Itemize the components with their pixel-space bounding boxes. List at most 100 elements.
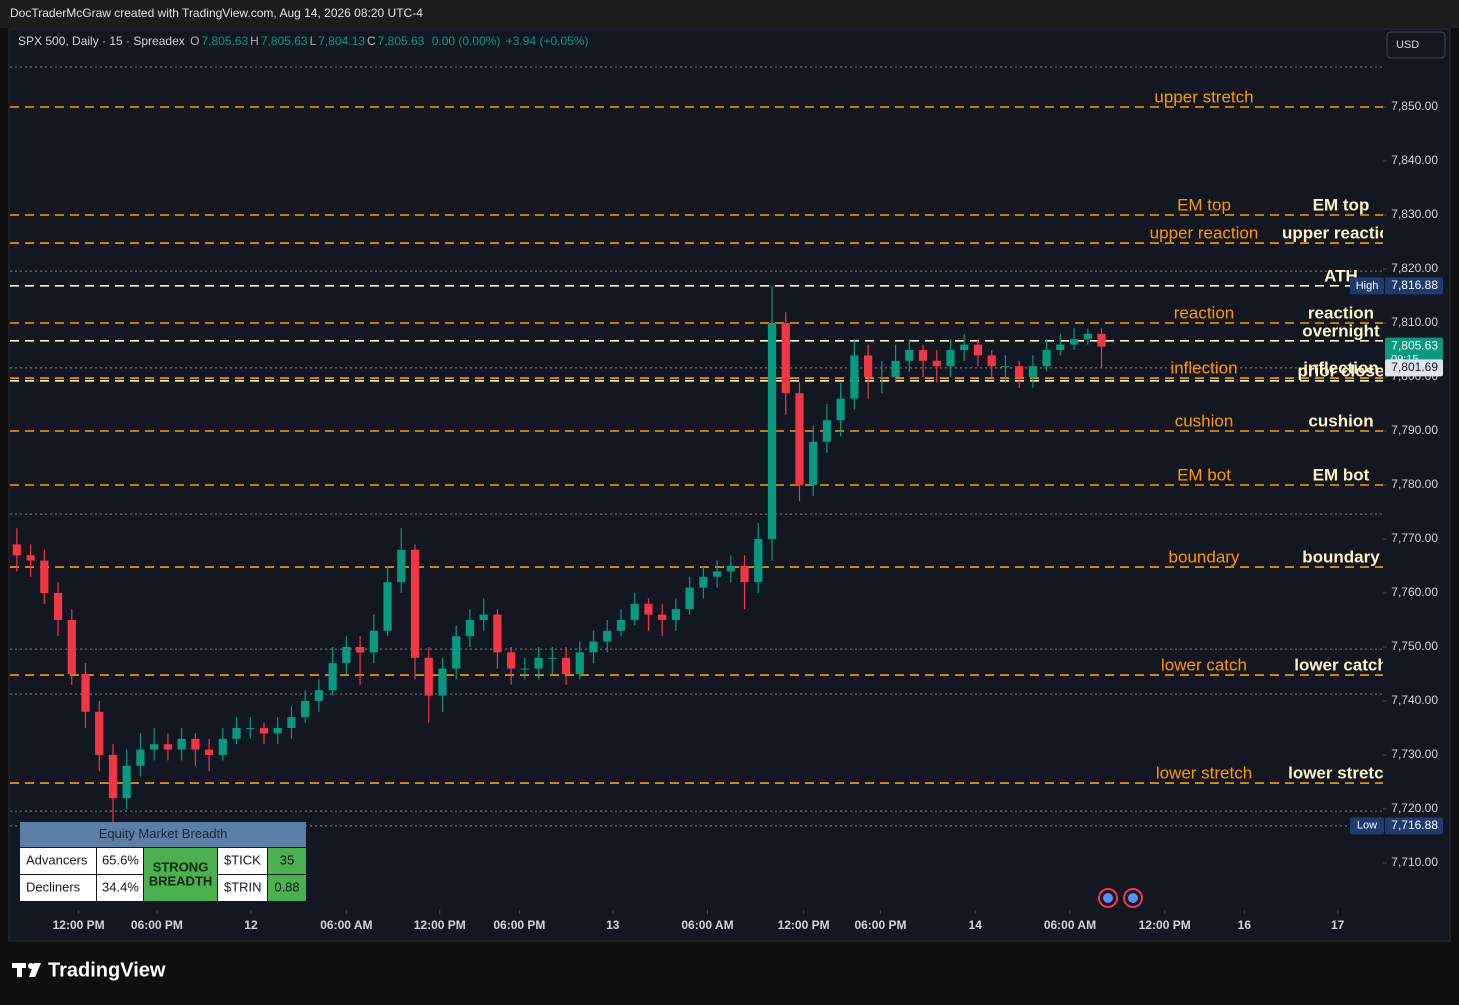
candle-body bbox=[520, 668, 529, 670]
y-tick-label: 7,740.00 bbox=[1391, 693, 1438, 707]
candle-body bbox=[603, 630, 612, 642]
candle-body bbox=[726, 565, 735, 572]
candle-body bbox=[534, 657, 543, 669]
candle-body bbox=[932, 360, 941, 367]
candle-body bbox=[1001, 366, 1010, 368]
candle-body bbox=[465, 619, 475, 637]
x-tick-label: 06:00 PM bbox=[131, 918, 183, 932]
brand-name: TradingView bbox=[48, 959, 166, 981]
x-tick-label: 12:00 PM bbox=[53, 918, 105, 932]
candle-body bbox=[452, 636, 461, 669]
level-label-left: cushion bbox=[1175, 411, 1234, 430]
candle-body bbox=[12, 544, 21, 556]
level-label-left: upper reaction bbox=[1150, 224, 1259, 243]
candle-body bbox=[136, 749, 145, 766]
candle-body bbox=[108, 754, 118, 799]
candle-body bbox=[95, 711, 104, 755]
candle-body bbox=[328, 663, 337, 691]
level-label-right: cushion bbox=[1308, 411, 1373, 430]
candle-body bbox=[1056, 344, 1065, 350]
candle-body bbox=[369, 630, 378, 653]
ohlc-key: C bbox=[366, 34, 376, 48]
x-tick-label: 12:00 PM bbox=[778, 918, 830, 932]
x-tick-label: 06:00 AM bbox=[681, 918, 733, 932]
candle-body bbox=[699, 576, 708, 588]
candle-body bbox=[712, 571, 722, 577]
table-cell bbox=[20, 848, 96, 874]
candle-body bbox=[548, 657, 557, 659]
signal-cell bbox=[144, 848, 217, 901]
candle-body bbox=[314, 690, 324, 701]
candle-body bbox=[850, 355, 859, 399]
candle-body bbox=[53, 592, 63, 620]
table-cell bbox=[97, 848, 143, 874]
candle-body bbox=[26, 555, 35, 561]
candle-body bbox=[493, 614, 502, 653]
candle-body bbox=[946, 349, 955, 367]
candle-body bbox=[891, 360, 900, 377]
ohlc-value: 7,805.63 bbox=[201, 34, 249, 48]
currency-label[interactable]: USD bbox=[1396, 39, 1419, 51]
level-label-left: inflection bbox=[1170, 359, 1237, 378]
y-tick-label: 7,850.00 bbox=[1391, 99, 1438, 113]
candle-body bbox=[287, 717, 296, 728]
candle-body bbox=[204, 749, 214, 755]
candle-body bbox=[1042, 349, 1051, 367]
candle-body bbox=[561, 657, 571, 674]
indicator-name: $TRIN bbox=[224, 879, 262, 894]
candle-body bbox=[424, 657, 433, 696]
y-tick-label: 7,730.00 bbox=[1391, 747, 1438, 761]
candle-body bbox=[342, 646, 351, 664]
y-tick-label: 7,830.00 bbox=[1391, 207, 1438, 221]
x-tick-label: 06:00 PM bbox=[493, 918, 545, 932]
table-header bbox=[20, 822, 306, 847]
candle-body bbox=[575, 652, 584, 674]
plot-area bbox=[10, 66, 1383, 827]
footer-bar bbox=[0, 942, 1459, 1000]
price-badge-tag bbox=[1350, 277, 1384, 295]
signal-text: BREADTH bbox=[149, 873, 213, 888]
ohlc-key: L bbox=[309, 34, 317, 48]
indicator-name: $TICK bbox=[224, 852, 261, 867]
candle-body bbox=[960, 344, 969, 350]
level-label-right: upper reaction bbox=[1282, 224, 1400, 243]
level-label-left: reaction bbox=[1174, 303, 1234, 322]
table-cell bbox=[218, 848, 267, 874]
candle-body bbox=[67, 619, 76, 674]
table-cell bbox=[218, 875, 267, 901]
candle-body bbox=[671, 609, 681, 620]
candle-body bbox=[479, 614, 488, 620]
level-label-left: EM bot bbox=[1177, 465, 1231, 484]
candle-body bbox=[877, 376, 886, 378]
y-tick-label: 7,710.00 bbox=[1391, 855, 1438, 869]
candle-body bbox=[191, 738, 200, 750]
level-label-right: boundary bbox=[1302, 548, 1380, 567]
currency-button[interactable] bbox=[1386, 31, 1446, 59]
x-tick-label: 14 bbox=[969, 918, 983, 932]
candle-body bbox=[795, 393, 804, 485]
price-badge-label: 7,805.63 bbox=[1391, 338, 1438, 352]
price-badge-label: 7,801.69 bbox=[1391, 360, 1438, 374]
signal-text: STRONG bbox=[153, 859, 209, 874]
candle-body bbox=[1015, 366, 1024, 377]
price-badge-tag-label: Low bbox=[1357, 820, 1377, 832]
candle-body bbox=[836, 398, 845, 421]
candle-body bbox=[81, 673, 90, 712]
y-tick-label: 7,810.00 bbox=[1391, 315, 1438, 329]
table-cell bbox=[20, 875, 96, 901]
candle-body bbox=[218, 738, 227, 755]
breadth-table: Equity Market Breadth Advancers 65.6% Decli… bbox=[20, 822, 306, 901]
x-tick-label: 12:00 PM bbox=[1139, 918, 1191, 932]
indicator-cell bbox=[268, 848, 306, 874]
row-value: 34.4% bbox=[102, 879, 139, 894]
change-prev: +3.94 (+0.05%) bbox=[505, 34, 589, 48]
candle-body bbox=[246, 727, 255, 729]
y-tick-label: 7,840.00 bbox=[1391, 153, 1438, 167]
event-icons bbox=[1098, 888, 1143, 908]
candle-body bbox=[918, 349, 928, 361]
candle-body bbox=[905, 349, 914, 361]
y-tick-label: 7,720.00 bbox=[1391, 801, 1438, 815]
candle-body bbox=[1083, 333, 1092, 340]
